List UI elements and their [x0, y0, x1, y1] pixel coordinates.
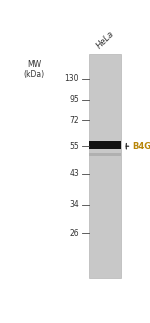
Bar	[88, 54, 121, 277]
Text: MW
(kDa): MW (kDa)	[23, 60, 44, 79]
Text: 72: 72	[70, 116, 79, 125]
Text: B4GALT1: B4GALT1	[132, 142, 150, 151]
Text: 26: 26	[70, 229, 79, 238]
Text: 43: 43	[69, 169, 79, 178]
Text: 34: 34	[69, 200, 79, 209]
Text: 95: 95	[69, 95, 79, 104]
Text: HeLa: HeLa	[95, 29, 116, 50]
Bar	[88, 141, 121, 149]
Text: 130: 130	[65, 74, 79, 83]
Bar	[88, 152, 121, 156]
Text: 55: 55	[69, 142, 79, 151]
